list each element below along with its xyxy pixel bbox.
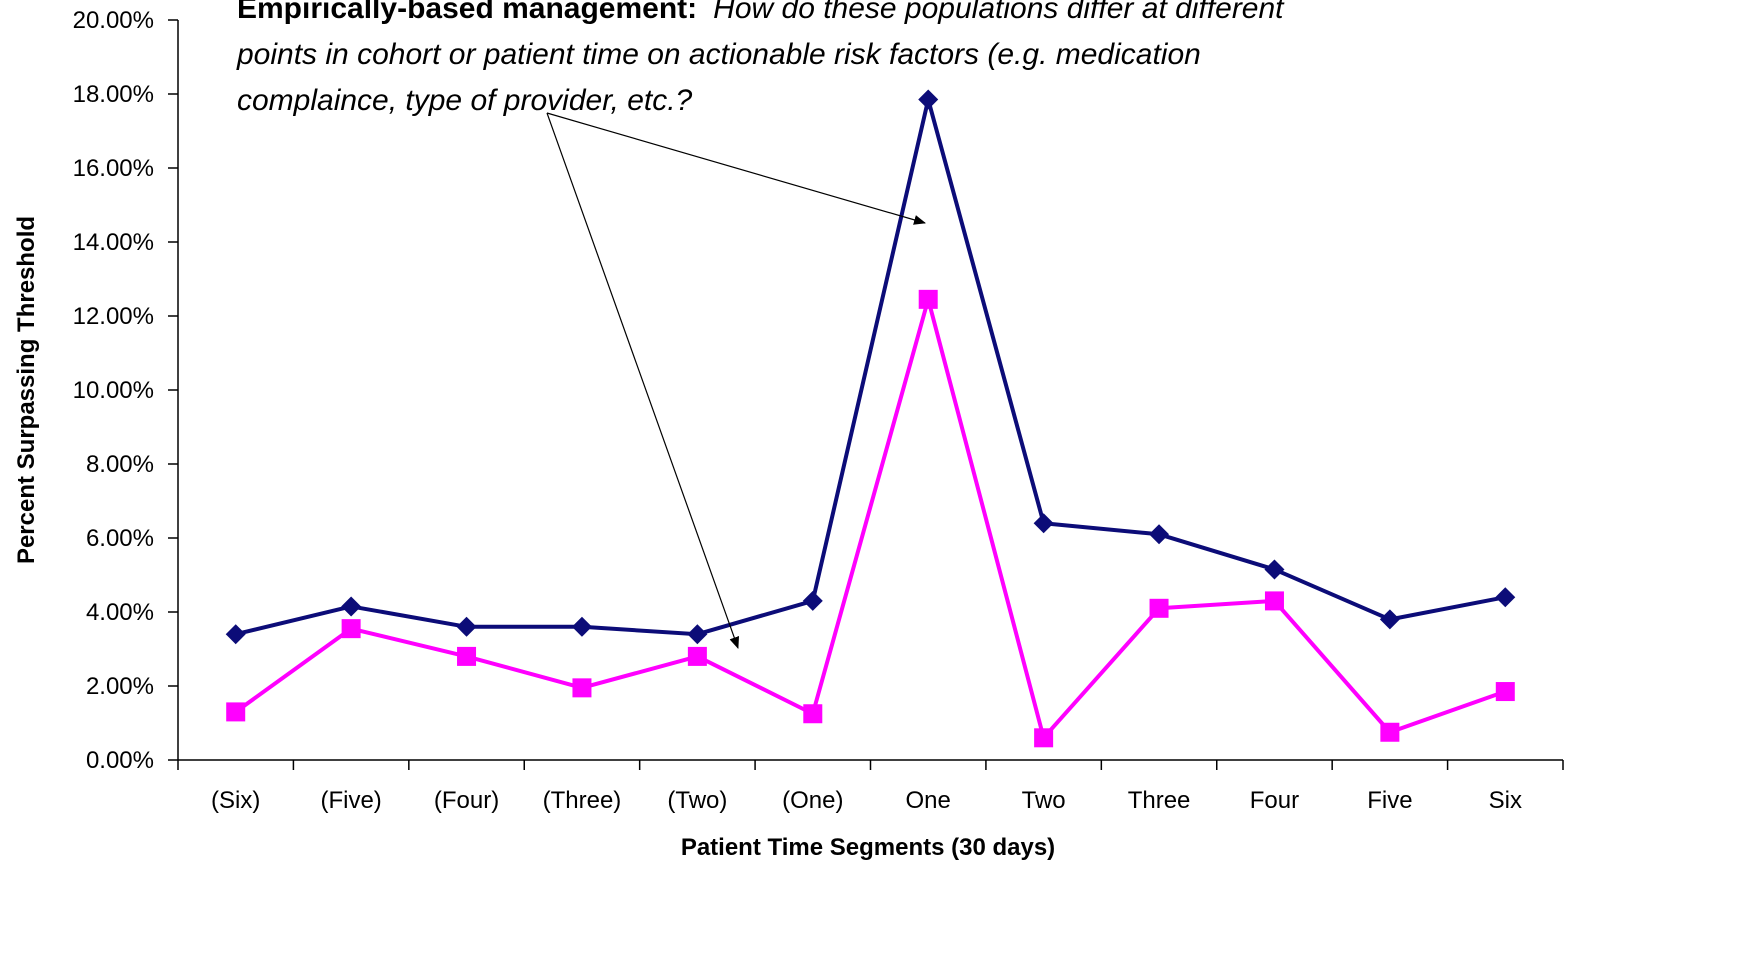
x-tick-label: (Three) [543, 787, 622, 814]
data-point-square [687, 646, 707, 666]
data-point-square [1495, 682, 1515, 702]
annotation-arrow-peak [546, 112, 926, 225]
annotation-line-2: points in cohort or patient time on acti… [236, 38, 1201, 71]
data-point-square [572, 678, 592, 698]
y-tick-label: 20.00% [73, 7, 154, 34]
data-point-diamond [918, 89, 939, 110]
data-point-diamond [802, 590, 823, 611]
x-tick-label: One [906, 787, 951, 814]
x-tick-label: (Six) [211, 787, 260, 814]
y-tick-label: 14.00% [73, 229, 154, 256]
data-point-diamond [225, 624, 246, 645]
data-point-diamond [1379, 609, 1400, 630]
y-tick-label: 18.00% [73, 81, 154, 108]
data-point-diamond [1033, 513, 1054, 534]
data-point-diamond [1264, 559, 1285, 580]
annotation-arrow-two [546, 112, 740, 649]
y-tick-label: 2.00% [86, 673, 154, 700]
data-point-diamond [456, 616, 477, 637]
data-point-diamond [341, 596, 362, 617]
x-ticks: (Six) (Five) (Four) (Three) (Two) (One) One Two… [177, 760, 1564, 814]
axes [177, 20, 1563, 761]
series-layer [225, 89, 1516, 748]
data-point-diamond [1495, 587, 1516, 608]
x-tick-label: Six [1489, 787, 1522, 814]
y-tick-label: 12.00% [73, 303, 154, 330]
annotation-italic-1: How do these populations differ at diffe… [713, 0, 1285, 25]
x-axis-title: Patient Time Segments (30 days) [681, 834, 1055, 861]
annotation-bold: Empirically-based management: [237, 0, 697, 25]
series-2 [226, 289, 1515, 748]
y-tick-label: 16.00% [73, 155, 154, 182]
series-line [234, 297, 1506, 740]
y-tick-label: 4.00% [86, 599, 154, 626]
data-point-square [1380, 722, 1400, 742]
data-point-diamond [1149, 524, 1170, 545]
data-point-square [1149, 598, 1169, 618]
annotation-line-3: complaince, type of provider, etc.? [237, 84, 693, 117]
y-tick-label: 6.00% [86, 525, 154, 552]
data-point-diamond [687, 624, 708, 645]
data-point-square [341, 619, 361, 639]
x-tick-label: Two [1022, 787, 1066, 814]
x-tick-label: Three [1128, 787, 1191, 814]
data-point-square [803, 704, 823, 724]
y-tick-label: 8.00% [86, 451, 154, 478]
x-tick-label: Five [1367, 787, 1412, 814]
y-tick-label: 0.00% [86, 747, 154, 774]
data-point-square [226, 702, 246, 722]
x-tick-label: Four [1250, 787, 1299, 814]
y-ticks: 0.00% 2.00% 4.00% 6.00% 8.00% 10.00% 12.00% 14.… [73, 7, 178, 774]
y-tick-label: 10.00% [73, 377, 154, 404]
x-tick-label: (One) [782, 787, 843, 814]
series-1 [225, 89, 1516, 645]
x-tick-label: (Four) [434, 787, 499, 814]
annotation: Empirically-based management: How do the… [236, 0, 1285, 649]
data-point-square [457, 646, 477, 666]
annotation-line-1: Empirically-based management: How do the… [237, 0, 1285, 25]
data-point-square [1034, 728, 1054, 748]
data-point-square [1264, 591, 1284, 611]
series-line [235, 97, 1506, 637]
x-tick-label: (Five) [320, 787, 381, 814]
data-point-square [918, 289, 938, 309]
data-point-diamond [571, 616, 592, 637]
x-tick-label: (Two) [667, 787, 727, 814]
y-axis-title: Percent Surpassing Threshold [13, 216, 40, 564]
